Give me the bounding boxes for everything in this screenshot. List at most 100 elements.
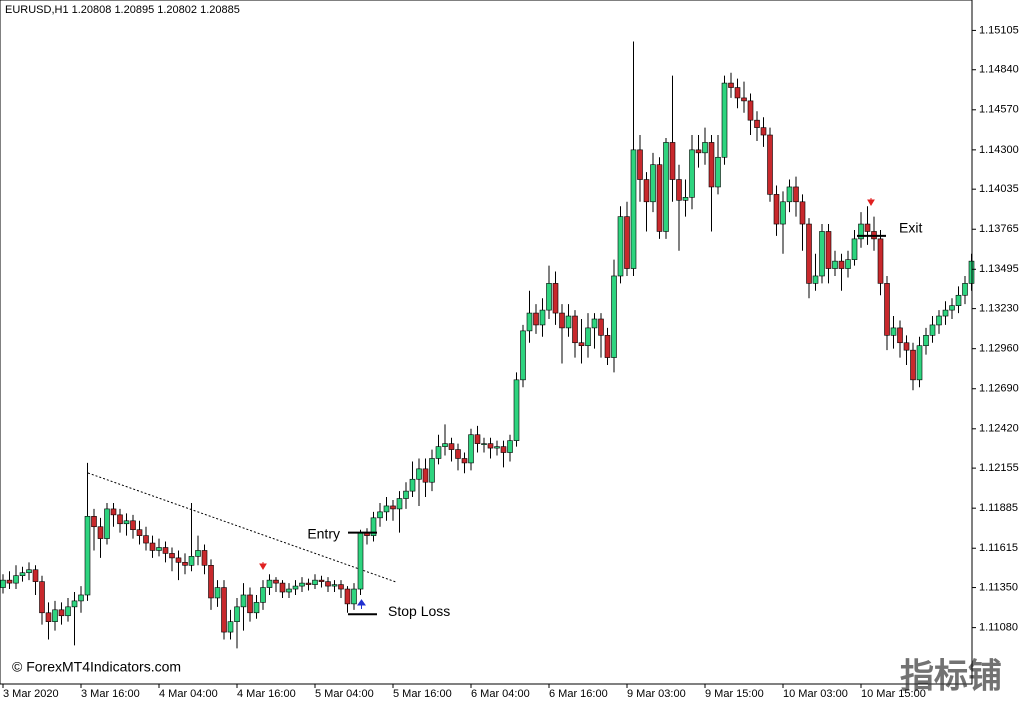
y-tick-label: 1.11080 [979, 622, 1018, 634]
candle-body [305, 582, 312, 585]
candle-body [429, 458, 435, 483]
y-tick-label: 1.15105 [979, 24, 1019, 36]
candle-body [338, 584, 344, 590]
candle-body [546, 283, 552, 311]
candle-body [494, 446, 500, 449]
candle-body [201, 550, 208, 566]
candle-body [195, 550, 201, 557]
y-tick-label: 1.12960 [979, 343, 1019, 355]
candle-body [650, 164, 656, 203]
candle-body [520, 330, 526, 381]
candle-body [630, 149, 637, 269]
candle-body [845, 259, 851, 269]
candle-body [949, 305, 955, 311]
candle-body [858, 223, 864, 240]
candle-body [188, 556, 195, 566]
candle-body [884, 283, 890, 336]
y-tick-label: 1.14840 [979, 64, 1019, 76]
candle-body [585, 327, 591, 347]
candle-body [897, 327, 903, 344]
candle-body [318, 579, 325, 582]
candle-body [162, 547, 169, 554]
candle-body [240, 594, 247, 608]
candle-body [702, 142, 708, 154]
x-tick-label: 4 Mar 04:00 [159, 688, 218, 700]
candle-body [624, 216, 630, 269]
candle-body [312, 579, 318, 585]
candle-body [955, 294, 962, 306]
candle-body [130, 520, 136, 530]
candle-body [32, 569, 39, 582]
candle-body [962, 283, 968, 296]
candle-body [169, 553, 175, 559]
candle-body [669, 142, 676, 180]
candle-body [273, 579, 279, 584]
candle-body [91, 516, 97, 528]
candle-body [377, 511, 383, 519]
candle-body [936, 315, 942, 326]
buy-arrow [357, 599, 366, 609]
candle-body [253, 602, 260, 614]
candle-body [565, 315, 572, 329]
candle-body [598, 318, 604, 336]
candle-body [97, 526, 104, 539]
x-tick-label: 5 Mar 04:00 [315, 688, 374, 700]
candle-body [234, 606, 240, 622]
candle-body [507, 440, 513, 453]
candle-body [838, 260, 845, 269]
candle-body [403, 490, 409, 499]
x-tick-label: 10 Mar 03:00 [783, 688, 848, 700]
annotation: Exit [899, 220, 922, 236]
candle-body [52, 609, 58, 622]
candle-body [19, 572, 26, 576]
chart-header: EURUSD,H1 1.20808 1.20895 1.20802 1.2088… [5, 4, 240, 16]
candle-body [442, 443, 448, 447]
y-tick-label: 1.11615 [979, 542, 1018, 554]
candle-body [487, 443, 494, 449]
y-tick-label: 1.13495 [979, 263, 1019, 275]
candle-body [416, 468, 422, 480]
candle-body [474, 434, 481, 444]
candle-body [513, 379, 520, 441]
candle-body [448, 443, 455, 450]
candle-body [942, 309, 949, 317]
candle-body [780, 201, 786, 225]
y-tick-label: 1.12690 [979, 383, 1019, 395]
candle-body [929, 324, 936, 336]
candle-body [578, 342, 585, 347]
candle-body [266, 579, 273, 588]
x-tick-label: 5 Mar 16:00 [393, 688, 452, 700]
candle-body [734, 87, 741, 99]
y-tick-label: 1.14300 [979, 144, 1019, 156]
candle-body [396, 498, 403, 510]
candle-body [903, 342, 910, 351]
x-tick-label: 6 Mar 16:00 [549, 688, 608, 700]
candle-body [156, 547, 162, 551]
candle-body [682, 197, 689, 201]
candle-body [825, 231, 832, 269]
candle-body [123, 520, 130, 525]
candle-body [221, 587, 227, 633]
candle-body [455, 449, 461, 459]
candle-body [247, 594, 253, 614]
candle-body [117, 514, 123, 525]
candle-body [227, 621, 234, 633]
candle-body [149, 542, 156, 551]
candle-body [468, 434, 474, 464]
candle-body [786, 186, 793, 203]
candle-body [286, 588, 292, 593]
candle-body [409, 478, 416, 492]
candle-body [422, 468, 429, 483]
candle-body [741, 97, 747, 102]
candle-body [58, 609, 65, 617]
candle-body [747, 100, 754, 121]
candle-body [890, 327, 897, 336]
candle-body [643, 179, 650, 203]
candle-body [728, 82, 734, 88]
candle-body [461, 458, 468, 464]
candle-body [533, 312, 539, 326]
candle-body [760, 127, 767, 136]
candle-body [910, 349, 916, 381]
y-tick-label: 1.11885 [979, 502, 1018, 514]
